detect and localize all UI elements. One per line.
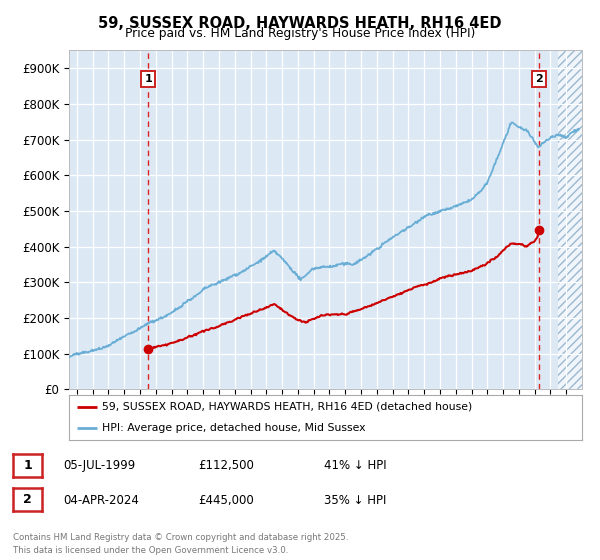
Bar [559,50,582,389]
Text: 05-JUL-1999: 05-JUL-1999 [63,459,135,473]
Text: £445,000: £445,000 [198,493,254,507]
Text: £112,500: £112,500 [198,459,254,473]
Bar [559,50,582,389]
Text: HPI: Average price, detached house, Mid Sussex: HPI: Average price, detached house, Mid … [103,422,366,432]
Text: 1: 1 [144,74,152,84]
Text: 2: 2 [23,493,32,506]
Text: 04-APR-2024: 04-APR-2024 [63,493,139,507]
Text: 59, SUSSEX ROAD, HAYWARDS HEATH, RH16 4ED (detached house): 59, SUSSEX ROAD, HAYWARDS HEATH, RH16 4E… [103,402,473,412]
Text: 41% ↓ HPI: 41% ↓ HPI [324,459,386,473]
Text: 35% ↓ HPI: 35% ↓ HPI [324,493,386,507]
Text: 2: 2 [535,74,542,84]
Text: 1: 1 [23,459,32,472]
Text: Price paid vs. HM Land Registry's House Price Index (HPI): Price paid vs. HM Land Registry's House … [125,27,475,40]
Text: 59, SUSSEX ROAD, HAYWARDS HEATH, RH16 4ED: 59, SUSSEX ROAD, HAYWARDS HEATH, RH16 4E… [98,16,502,31]
Text: Contains HM Land Registry data © Crown copyright and database right 2025.
This d: Contains HM Land Registry data © Crown c… [13,533,349,554]
